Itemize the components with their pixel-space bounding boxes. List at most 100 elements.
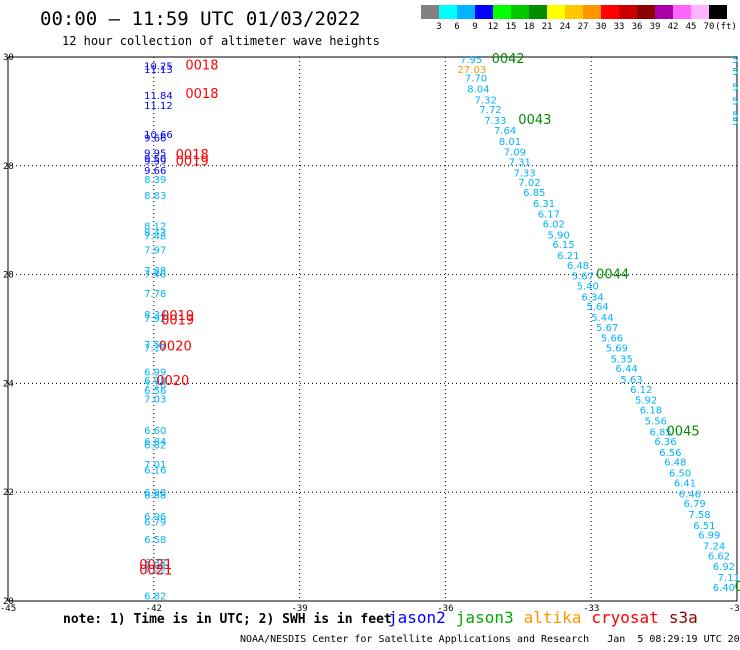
wave-height-label: 6.44 [616,364,638,375]
time-label: 0018 [176,148,209,163]
color-scale-swatch [511,5,529,19]
wave-height-label: 5.64 [586,302,608,313]
wave-height-label: 7.24 [703,542,725,553]
wave-height-label: 7.33 [513,168,535,179]
wave-height-label: 7.11 [718,573,740,584]
x-tick-label: -30 [729,604,740,614]
wave-height-label: 7.01 [144,460,166,471]
color-scale-label: 12 [487,22,499,32]
chart-subtitle: 12 hour collection of altimeter wave hei… [62,34,380,48]
wave-height-label: 6.21 [557,251,579,262]
wave-height-label: 6.15 [552,240,574,251]
wave-height-label: 7.92 [144,314,166,325]
wave-height-label: 6.79 [684,499,706,510]
color-scale-label: 36 [631,22,643,32]
time-label: 0019 [161,313,194,328]
color-scale-swatch [619,5,637,19]
wave-height-label: 7.03 [144,395,166,406]
wave-height-label: 9.50 [144,154,166,165]
wave-height-label: 8.12 [144,222,166,233]
wave-height-label: 6.31 [533,199,555,210]
wave-height-label: 7.64 [494,126,516,137]
satellite-legend-item: jason2 [388,608,446,627]
wave-height-label: 6.84 [144,437,166,448]
wave-height-label: 7.02 [144,561,166,572]
wave-height-label: 6.18 [640,406,662,417]
wave-height-label: 7.97 [144,246,166,257]
wave-height-label: 5 [732,55,738,66]
wave-height-label: 8.43 [144,228,166,239]
wave-height-label: 6.58 [144,535,166,546]
wave-height-label: 9.59 [144,156,166,167]
color-scale-label: 45 [685,22,697,32]
wave-height-label: 7.22 [144,565,166,576]
color-scale-swatch [673,5,691,19]
color-scale-label: 39 [649,22,661,32]
plot-frame [7,56,738,602]
time-label: 0020 [156,374,189,389]
wave-height-label: 8.39 [144,175,166,186]
wave-height-label: 6.48 [664,458,686,469]
y-tick-label: 24 [3,379,14,389]
wave-height-label: 6.51 [693,521,715,532]
time-label: 0019 [176,154,209,169]
wave-height-label: 6.62 [708,551,730,562]
wave-height-label: 6.99 [698,531,720,542]
x-tick-label: -45 [0,604,16,614]
wave-height-label: 6.92 [713,562,735,573]
satellite-legend-item: s3a [668,608,698,627]
color-scale-swatch [655,5,673,19]
wave-height-label: 9.66 [144,166,166,177]
wave-height-label: 6.85 [523,188,545,199]
wave-height-label: 6.88 [144,490,166,501]
satellite-legend-item: jason3 [455,608,514,627]
wave-height-label: 6.46 [679,489,701,500]
color-scale-swatch [493,5,511,19]
wave-height-label: 7.32 [475,95,497,106]
wave-height-label: 7.58 [144,340,166,351]
wave-height-label: 6.60 [144,426,166,437]
color-scale-label: 21 [541,22,553,32]
wave-height-label: 7.48 [144,270,166,281]
wave-height-label: 6.36 [654,437,676,448]
wave-height-label: 11.84 [144,91,173,102]
color-scale-swatch [475,5,493,19]
time-label: 0021 [139,558,172,573]
x-tick-label: -36 [437,604,453,614]
wave-height-label: 8.01 [499,137,521,148]
y-tick-label: 22 [3,488,14,498]
wave-height-label: 6.41 [674,478,696,489]
color-scale-swatch [421,5,439,19]
wave-height-label: 8.34 [144,310,166,321]
time-label: 00 [735,580,740,595]
wave-height-label: 9.66 [144,134,166,145]
wave-height-label: 6.16 [144,465,166,476]
time-label: 0021 [139,564,172,579]
wave-height-label: 5.67 [572,272,594,283]
color-scale-swatch [637,5,655,19]
wave-height-label: 5 [732,111,738,122]
wave-height-label: 5.92 [635,396,657,407]
wave-height-label: 7.02 [518,178,540,189]
wave-height-label: 6.85 [650,427,672,438]
color-scale-label: 9 [472,22,478,32]
wave-height-label: 5.69 [606,343,628,354]
wave-height-label: 8.04 [467,85,489,96]
color-scale-label: 15 [505,22,517,32]
y-tick-label: 20 [3,597,14,607]
color-scale-label: 33 [613,22,625,32]
wave-height-label: 11.12 [144,101,173,112]
wave-height-label: 6.50 [669,469,691,480]
wave-height-label: 7.70 [465,74,487,85]
color-scale-label: 70 [703,22,715,32]
satellite-legend-item: cryosat [591,608,659,627]
wave-height-label: 6.12 [630,385,652,396]
y-tick-label: 28 [3,162,14,172]
wave-height-label: 5 [732,117,738,128]
color-scale-label: 42 [667,22,679,32]
color-scale-label: 6 [454,22,460,32]
wave-height-label: 6.37 [144,558,166,569]
x-tick-label: -42 [146,604,162,614]
wave-height-label: 11.13 [144,65,173,76]
